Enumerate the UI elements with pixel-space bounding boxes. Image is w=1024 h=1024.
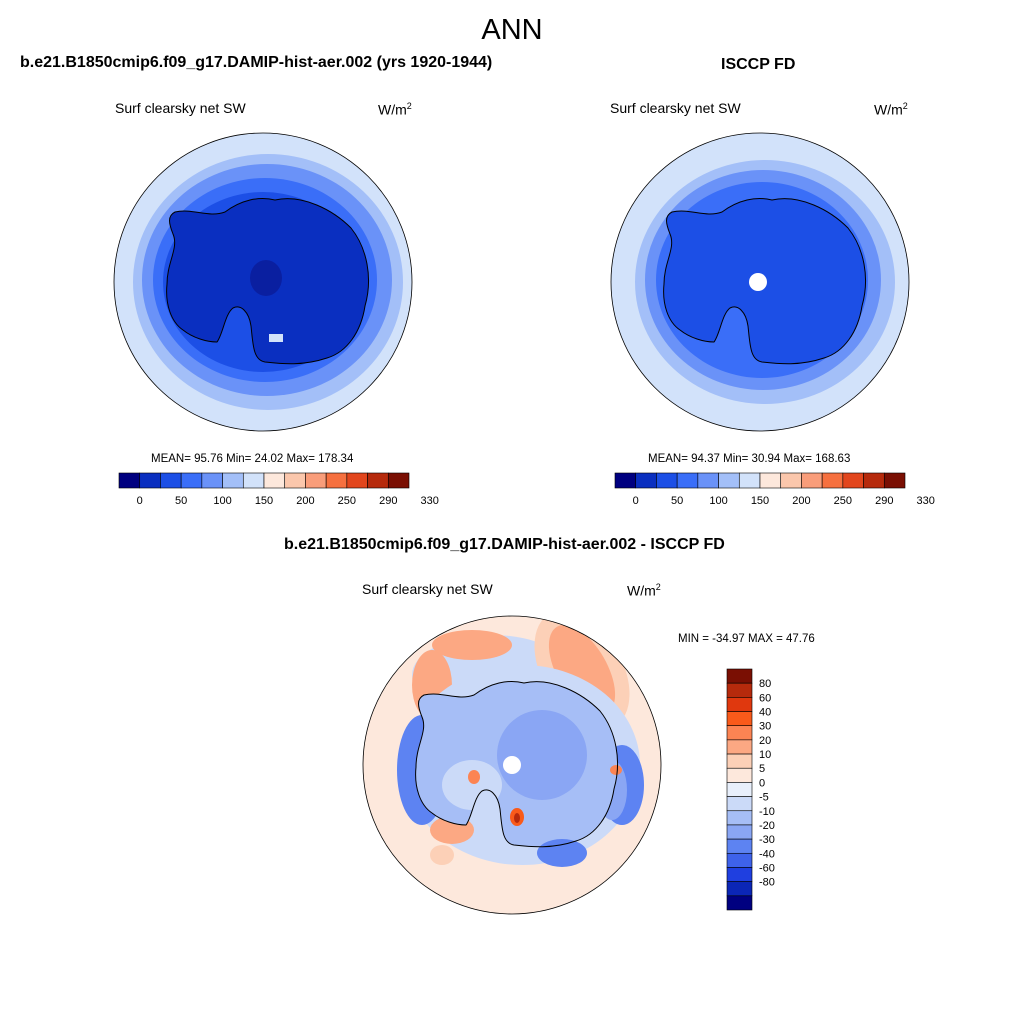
map-model xyxy=(114,133,412,431)
colorbar-box xyxy=(635,472,657,489)
colorbar-label: -40 xyxy=(759,848,775,860)
colorbar-box xyxy=(726,881,753,897)
colorbar-label: 0 xyxy=(759,777,765,789)
colorbar-label: 80 xyxy=(759,678,771,690)
colorbar-box xyxy=(726,867,753,882)
panel2-variable: Surf clearsky net SW xyxy=(610,100,741,116)
panel2-stats: MEAN= 94.37 Min= 30.94 Max= 168.63 xyxy=(648,453,851,465)
colorbar-box xyxy=(284,472,306,489)
colorbar-label: 5 xyxy=(759,763,765,775)
colorbar-label: 0 xyxy=(633,495,639,507)
colorbar-box xyxy=(780,472,802,489)
colorbar-label: 0 xyxy=(137,495,143,507)
colorbar-box xyxy=(160,472,182,489)
colorbar-box xyxy=(842,472,864,489)
colorbar-label: 50 xyxy=(175,495,187,507)
panel1-variable: Surf clearsky net SW xyxy=(115,100,246,116)
colorbar-box xyxy=(726,767,753,783)
colorbar-label: 30 xyxy=(759,721,771,733)
colorbar-label: 50 xyxy=(671,495,683,507)
colorbar-label: 150 xyxy=(255,495,273,507)
colorbar-box xyxy=(821,472,844,489)
colorbar-box xyxy=(726,796,753,812)
colorbar-label: 200 xyxy=(792,495,810,507)
colorbar-label: -30 xyxy=(759,834,775,846)
colorbar-diff: 80 60 40 30 20 10 5 0 -5 -10 -20 -30 -40 -60 -80 xyxy=(726,668,775,911)
colorbar-box xyxy=(305,472,327,489)
diff-units: W/m2 xyxy=(627,582,661,599)
colorbar-label: 330 xyxy=(917,495,935,507)
colorbar-label: 100 xyxy=(709,495,727,507)
colorbar-box xyxy=(222,472,244,489)
map-model-outline xyxy=(113,132,413,432)
diff-variable: Surf clearsky net SW xyxy=(362,581,493,597)
colorbar-box xyxy=(801,472,823,489)
colorbar-box xyxy=(263,472,286,489)
colorbar-box xyxy=(726,668,753,684)
colorbar-box xyxy=(118,472,141,489)
colorbar-label: 10 xyxy=(759,749,771,761)
colorbar-box xyxy=(346,472,368,489)
colorbar-box xyxy=(718,472,740,489)
diff-stats: MIN = -34.97 MAX = 47.76 xyxy=(678,633,815,645)
map-obs-outline xyxy=(610,132,910,432)
colorbar-obs: 0 50 100 150 200 250 290 330 xyxy=(614,472,935,507)
map-obs xyxy=(611,133,909,431)
colorbar-box xyxy=(139,472,161,489)
map-diff-outline xyxy=(362,615,662,915)
colorbar-box xyxy=(726,895,753,911)
colorbar-box xyxy=(726,810,753,826)
colorbar-box xyxy=(614,472,637,489)
colorbar-box xyxy=(726,739,753,755)
colorbar-label: 100 xyxy=(213,495,231,507)
colorbar-label: 200 xyxy=(296,495,314,507)
colorbar-label: 250 xyxy=(834,495,852,507)
colorbar-box xyxy=(726,697,753,712)
map-diff xyxy=(363,616,661,914)
panel2-title: ISCCP FD xyxy=(721,56,796,73)
colorbar-label: 290 xyxy=(379,495,397,507)
colorbar-box xyxy=(759,472,782,489)
colorbar-box xyxy=(367,472,389,489)
colorbar-box xyxy=(726,852,753,868)
colorbar-label: -80 xyxy=(759,877,775,889)
panel2-units: W/m2 xyxy=(874,101,908,118)
colorbar-label: 60 xyxy=(759,692,771,704)
colorbar-box xyxy=(738,472,761,489)
colorbar-box xyxy=(697,472,719,489)
colorbar-box xyxy=(883,472,906,489)
colorbar-model: 0 50 100 150 200 250 290 330 xyxy=(118,472,439,507)
colorbar-box xyxy=(201,472,223,489)
colorbar-box xyxy=(242,472,265,489)
colorbar-box xyxy=(726,824,753,840)
colorbar-label: 20 xyxy=(759,735,771,747)
colorbar-box xyxy=(726,711,753,727)
panel1-title: b.e21.B1850cmip6.f09_g17.DAMIP-hist-aer.… xyxy=(20,54,493,71)
colorbar-box xyxy=(325,472,348,489)
colorbar-label: -5 xyxy=(759,792,769,804)
colorbar-box xyxy=(726,782,753,797)
colorbar-label: -20 xyxy=(759,820,775,832)
colorbar-box xyxy=(863,472,885,489)
diff-title: b.e21.B1850cmip6.f09_g17.DAMIP-hist-aer.… xyxy=(284,536,725,553)
colorbar-label: 40 xyxy=(759,707,771,719)
colorbar-label: 250 xyxy=(338,495,356,507)
colorbar-box xyxy=(676,472,699,489)
colorbar-box xyxy=(656,472,678,489)
panel1-units: W/m2 xyxy=(378,101,412,118)
colorbar-label: 290 xyxy=(875,495,893,507)
season-title: ANN xyxy=(481,14,543,46)
colorbar-box xyxy=(387,472,410,489)
colorbar-label: 330 xyxy=(421,495,439,507)
colorbar-label: 150 xyxy=(751,495,769,507)
colorbar-box xyxy=(726,682,753,698)
colorbar-label: -60 xyxy=(759,862,775,874)
colorbar-box xyxy=(726,753,753,769)
colorbar-box xyxy=(726,725,753,741)
panel1-stats: MEAN= 95.76 Min= 24.02 Max= 178.34 xyxy=(151,453,354,465)
colorbar-box xyxy=(180,472,203,489)
colorbar-label: -10 xyxy=(759,806,775,818)
colorbar-box xyxy=(726,838,753,854)
